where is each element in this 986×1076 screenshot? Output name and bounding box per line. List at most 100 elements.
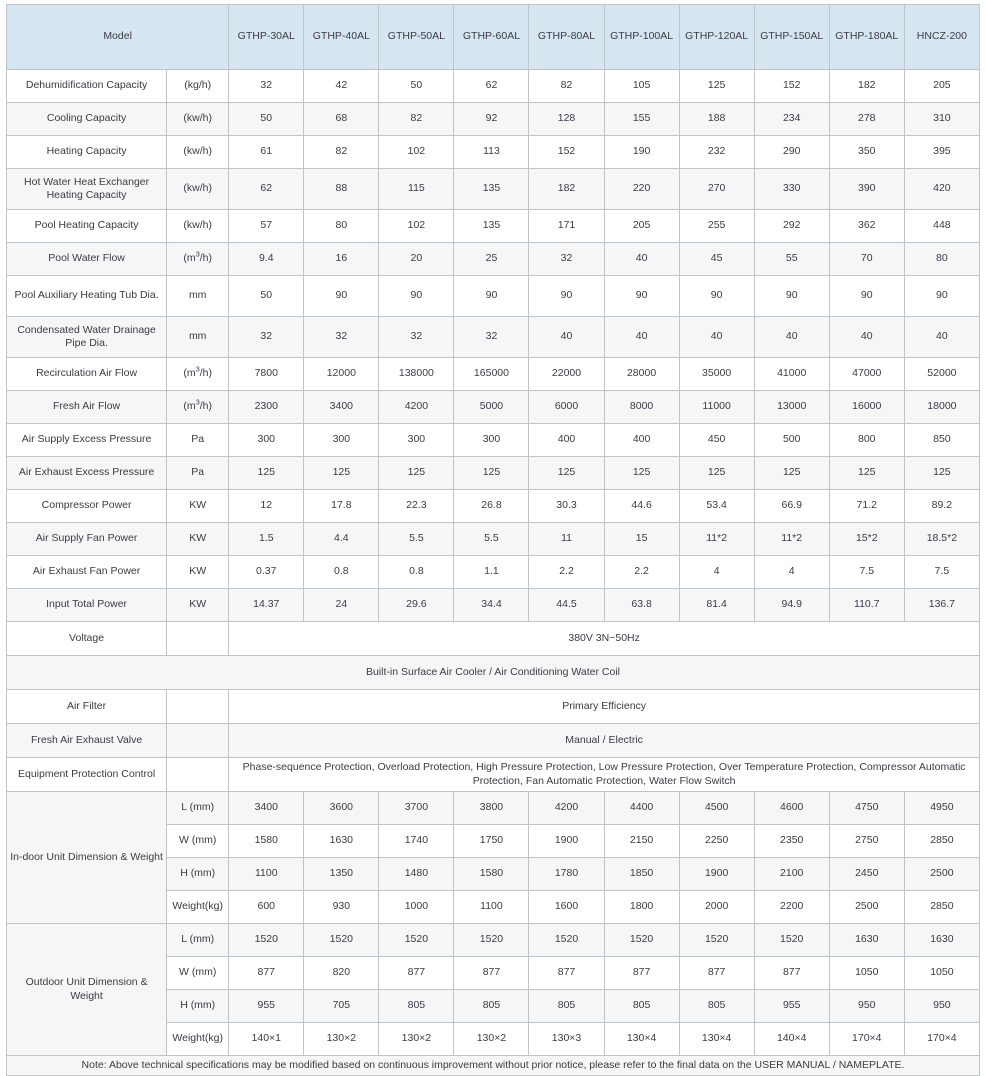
row-value: 2150 bbox=[603, 824, 680, 858]
row-value: 955 bbox=[228, 989, 305, 1023]
row-value: 135 bbox=[453, 209, 530, 243]
row-value: 125 bbox=[828, 456, 905, 490]
row-value: 1.1 bbox=[453, 555, 530, 589]
row-value: 50 bbox=[378, 69, 455, 103]
row-value: 805 bbox=[453, 989, 530, 1023]
row-unit: Weight(kg) bbox=[166, 1022, 230, 1056]
group-label: Outdoor Unit Dimension & Weight bbox=[5, 923, 168, 1056]
row-label: Fresh Air Exhaust Valve bbox=[5, 723, 168, 758]
row-value: 300 bbox=[228, 423, 305, 457]
row-value: 15 bbox=[603, 522, 680, 556]
row-value: 26.8 bbox=[453, 489, 530, 523]
row-value: 130×2 bbox=[303, 1022, 380, 1056]
row-label: Air Exhaust Excess Pressure bbox=[5, 456, 168, 490]
row-label: Air Filter bbox=[5, 689, 168, 724]
row-label: Input Total Power bbox=[5, 588, 168, 622]
row-value: 4 bbox=[753, 555, 830, 589]
row-value: 125 bbox=[378, 456, 455, 490]
row-label: Recirculation Air Flow bbox=[5, 357, 168, 391]
header-model-gthp-150al: GTHP-150AL bbox=[753, 4, 830, 70]
row-value: 292 bbox=[753, 209, 830, 243]
row-label: Compressor Power bbox=[5, 489, 168, 523]
row-value: 102 bbox=[378, 135, 455, 169]
merged-full-value: Built-in Surface Air Cooler / Air Condit… bbox=[6, 655, 980, 690]
row-value: 113 bbox=[453, 135, 530, 169]
row-label: Air Exhaust Fan Power bbox=[5, 555, 168, 589]
note-row: Note: Above technical specifications may… bbox=[6, 1054, 980, 1076]
row-value: 1.5 bbox=[228, 522, 305, 556]
row-value: 220 bbox=[603, 168, 680, 210]
row-value: 1100 bbox=[228, 857, 305, 891]
row-value: 1520 bbox=[678, 923, 755, 957]
row-value: 270 bbox=[678, 168, 755, 210]
header-model-gthp-40al: GTHP-40AL bbox=[303, 4, 380, 70]
row-value: 140×4 bbox=[753, 1022, 830, 1056]
row-value: 115 bbox=[378, 168, 455, 210]
row-label: Fresh Air Flow bbox=[5, 390, 168, 424]
footer-note: Note: Above technical specifications may… bbox=[6, 1054, 980, 1076]
row-value: 2450 bbox=[828, 857, 905, 891]
row-value: 14.37 bbox=[228, 588, 305, 622]
row-value: 50 bbox=[228, 102, 305, 136]
spec-sheet: Model GTHP-30AL GTHP-40AL GTHP-50AL GTHP-60A… bbox=[5, 4, 981, 1076]
row-value: 30.3 bbox=[528, 489, 605, 523]
row-value: 32 bbox=[528, 242, 605, 276]
row-value: 2500 bbox=[828, 890, 905, 924]
row-value: 190 bbox=[603, 135, 680, 169]
row-value: 16000 bbox=[828, 390, 905, 424]
row-value: 102 bbox=[378, 209, 455, 243]
row-label: Dehumidification Capacity bbox=[5, 69, 168, 103]
table-row: W (mm) 877 820 877 877 877 877 877 877 1050 1050 bbox=[7, 956, 981, 990]
row-value: 57 bbox=[228, 209, 305, 243]
row-value: 32 bbox=[378, 316, 455, 358]
specification-table: Model GTHP-30AL GTHP-40AL GTHP-50AL GTHP-60A… bbox=[5, 4, 981, 1076]
row-unit: (kw/h) bbox=[166, 102, 230, 136]
row-value: 42 bbox=[303, 69, 380, 103]
row-unit: (m3/h) bbox=[166, 357, 230, 391]
row-unit: L (mm) bbox=[166, 791, 230, 825]
row-value: 125 bbox=[678, 456, 755, 490]
row-value: 40 bbox=[528, 316, 605, 358]
row-value: 820 bbox=[303, 956, 380, 990]
row-value: 1100 bbox=[453, 890, 530, 924]
row-value: 2.2 bbox=[603, 555, 680, 589]
row-value: 1050 bbox=[903, 956, 981, 990]
row-value: 1580 bbox=[453, 857, 530, 891]
header-model-gthp-60al: GTHP-60AL bbox=[453, 4, 530, 70]
row-label: Heating Capacity bbox=[5, 135, 168, 169]
row-value: 32 bbox=[303, 316, 380, 358]
header-model-gthp-120al: GTHP-120AL bbox=[678, 4, 755, 70]
row-value: 877 bbox=[753, 956, 830, 990]
row-value: 1520 bbox=[378, 923, 455, 957]
row-value: 188 bbox=[678, 102, 755, 136]
row-value: 5.5 bbox=[378, 522, 455, 556]
row-value: 5000 bbox=[453, 390, 530, 424]
row-value: 1520 bbox=[528, 923, 605, 957]
row-value: 35000 bbox=[678, 357, 755, 391]
row-value: 155 bbox=[603, 102, 680, 136]
row-value: 18.5*2 bbox=[903, 522, 981, 556]
row-value: 1630 bbox=[828, 923, 905, 957]
group-label: In-door Unit Dimension & Weight bbox=[5, 791, 168, 924]
row-value: 1800 bbox=[603, 890, 680, 924]
row-value: 136.7 bbox=[903, 588, 981, 622]
row-value: 2850 bbox=[903, 824, 981, 858]
row-value: 13000 bbox=[753, 390, 830, 424]
row-label: Pool Water Flow bbox=[5, 242, 168, 276]
row-value: 2250 bbox=[678, 824, 755, 858]
row-value: 955 bbox=[753, 989, 830, 1023]
row-value: 877 bbox=[528, 956, 605, 990]
merged-value: Manual / Electric bbox=[228, 723, 980, 758]
row-unit: (kw/h) bbox=[166, 209, 230, 243]
row-value: 4200 bbox=[528, 791, 605, 825]
row-value: 278 bbox=[828, 102, 905, 136]
row-value: 300 bbox=[453, 423, 530, 457]
row-value: 125 bbox=[753, 456, 830, 490]
row-value: 600 bbox=[228, 890, 305, 924]
row-value: 3400 bbox=[303, 390, 380, 424]
table-row: Pool Water Flow (m3/h) 9.4 16 20 25 32 40 45 55 70… bbox=[5, 242, 981, 276]
table-row: Outdoor Unit Dimension & Weight L (mm) 152… bbox=[5, 923, 981, 1056]
merged-value: Primary Efficiency bbox=[228, 689, 980, 724]
row-value: 32 bbox=[228, 316, 305, 358]
table-row-merged: Fresh Air Exhaust Valve Manual / Electric bbox=[5, 723, 980, 758]
